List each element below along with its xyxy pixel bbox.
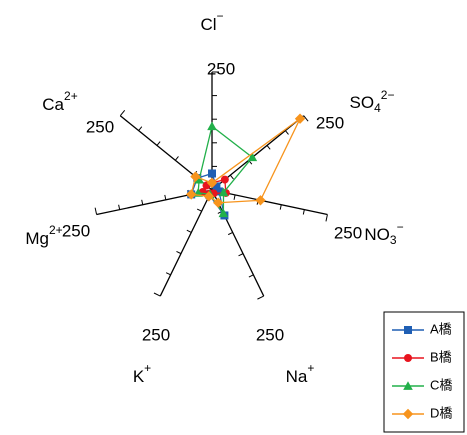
axis-tick [196,208,202,212]
data-point [190,171,201,182]
axis-tick [141,199,144,205]
data-point [220,175,229,184]
data-point [212,182,221,191]
axis-tick [156,141,161,146]
axis-tick [119,109,126,117]
axis-label-na: Na+ [286,361,315,386]
axis-tick [279,204,282,210]
legend-marker [404,354,412,362]
axis-tick [302,209,305,215]
axis-tick [176,250,182,255]
legend-item-2: C橋 [392,377,452,392]
axis-tick [284,130,289,135]
axis-label-cl: Cl− [200,9,223,34]
data-point [213,197,224,208]
data-point [186,189,197,200]
axis-tick [118,204,121,210]
axis-label-text: Mg2+ [25,223,62,248]
axis-tick [233,194,236,200]
data-point [194,174,204,184]
axis-tick [186,229,192,233]
legend-item-3: D橋 [392,405,452,420]
axis-line-2 [211,189,328,216]
data-point [207,121,217,131]
data-point [206,177,218,189]
axis-max-label: 250 [256,325,284,344]
legend-label: C橋 [430,377,452,392]
axis-max-label: 250 [86,117,114,136]
data-point [294,113,306,124]
series-3 [186,113,306,208]
data-point [218,208,229,218]
axis-line-3 [211,189,265,297]
axis-tick [257,295,264,300]
axis-tick [227,231,233,236]
axis-tick [165,272,171,276]
axis-label-text: SO42− [350,88,395,115]
legend-marker [404,326,412,334]
axis-label-text: Na+ [286,361,315,386]
legend-label: A橋 [430,321,452,336]
series-line [190,118,301,204]
axis-max-label: 250 [334,223,362,242]
axis-tick [303,115,309,122]
axis-tick [229,174,234,180]
axis-label-k: K+ [133,361,151,386]
axis-tick [248,274,254,278]
axis-label-no: NO3− [364,220,403,247]
axis-tick [238,253,244,257]
axis-label-text: Ca2+ [42,89,77,114]
legend-marker [403,381,413,390]
axis-label-text: Cl− [200,9,223,34]
axis-label-text: K+ [133,361,151,386]
legend: A橋 B橋 C橋 D橋 [383,311,465,433]
axis-label-so: SO42− [350,88,395,115]
legend-marker [402,408,414,420]
axis-label-mg: Mg2+ [25,223,62,248]
axis-tick [266,145,271,150]
axis-label-text: NO3− [364,220,403,247]
legend-label: D橋 [430,405,452,420]
axis-label-ca: Ca2+ [42,89,77,114]
axis-tick [138,126,143,131]
series-layer [186,113,306,220]
axis-max-label: 250 [207,59,235,78]
axis-max-label: 250 [316,113,344,132]
axis-tick [164,194,167,200]
legend-box [383,311,465,433]
data-point [218,187,229,197]
legend-item-0: A橋 [392,321,452,336]
axis-tick [325,214,328,222]
axis-line-4 [159,189,213,297]
axis-tick [94,207,98,215]
legend-label: B橋 [430,349,452,364]
axis-max-label: 250 [142,325,170,344]
axis-max-label: 250 [62,221,90,240]
data-point [214,187,223,196]
data-point [208,169,216,178]
axis-tick [174,156,179,161]
axis-tick [153,292,161,297]
data-point [203,191,215,202]
data-point [247,152,258,162]
legend-item-1: B橋 [392,349,452,364]
data-point [255,195,266,206]
